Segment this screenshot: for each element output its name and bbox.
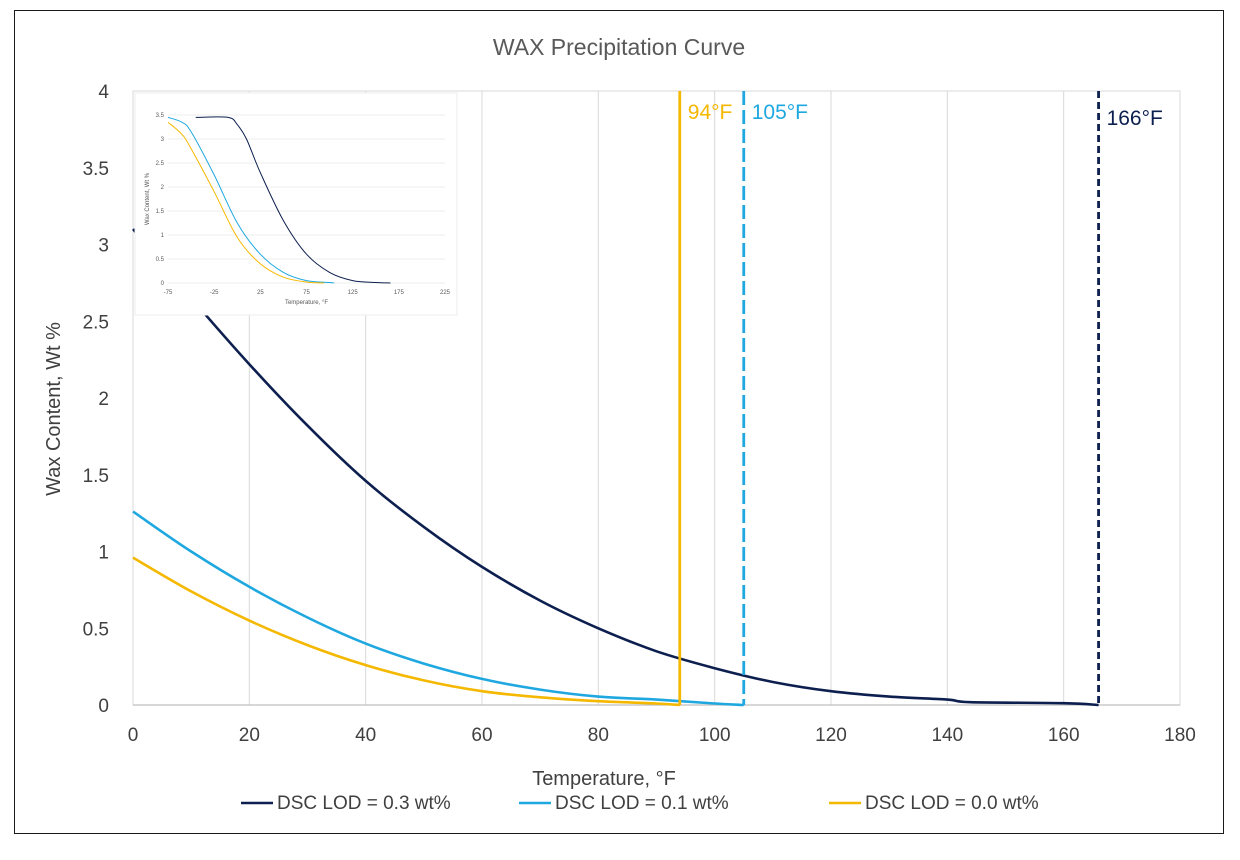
inset-x-tick-label: 175 [394,290,405,296]
inset-background [134,92,458,316]
inset-x-tick-label: 225 [440,290,451,296]
inset-y-tick-label: 2 [161,185,165,191]
inset-x-tick-label: 125 [348,290,359,296]
inset-y-tick-label: 1 [161,233,165,239]
inset-series-line-1 [195,116,391,284]
inset-y-tick-label: 0.5 [156,257,165,263]
inset-x-tick-label: 25 [257,290,264,296]
y-tick-label: 3 [98,236,109,257]
x-tick-label: 80 [588,725,609,746]
y-tick-label: 3.5 [83,159,109,180]
y-axis-label: Wax Content, Wt % [43,322,65,496]
y-axis-ticks: 0 0.5 1 1.5 2 2.5 3 3.5 4 [83,82,110,717]
inset-series-line-3 [167,121,325,284]
x-axis-ticks: 0 20 40 60 80 100 120 140 160 180 [128,725,1196,746]
y-tick-label: 2 [98,389,109,410]
threshold-markers: 94°F 105°F 166°F [678,91,1163,705]
legend-label-3: DSC LOD = 0.0 wt% [865,793,1039,814]
grid-lines [132,90,1181,706]
inset-x-tick-label: 75 [303,290,310,296]
wax-precipitation-chart: WAX Precipitation Curve 0 0.5 1 1.5 2 2.5 3 3.5… [43,34,1196,814]
x-tick-label: 100 [699,725,731,746]
chart-title: WAX Precipitation Curve [493,34,745,60]
series-line-1 [132,228,1099,707]
y-tick-label: 2.5 [83,312,109,333]
inset-series-line-2 [167,116,335,284]
y-tick-label: 1 [98,543,109,564]
threshold-label-1: 94°F [688,101,733,124]
x-tick-label: 20 [239,725,260,746]
series-lines [132,228,1099,707]
inset-x-axis-label: Temperature, °F [285,300,328,306]
x-tick-label: 0 [128,725,139,746]
inset-x-tick-label: -75 [164,290,173,296]
y-tick-label: 0.5 [83,619,109,640]
inset-y-tick-label: 3.5 [156,113,165,119]
inset-y-tick-label: 0 [161,281,165,287]
inset-y-tick-label: 1.5 [156,209,165,215]
legend: DSC LOD = 0.3 wt% DSC LOD = 0.1 wt% DSC LO… [241,793,1039,814]
x-tick-label: 160 [1048,725,1080,746]
inset-x-tick-label: -25 [210,290,219,296]
inset-chart: 0 0.5 1 1.5 2 2.5 3 3.5 -75 -25 25 75 125 175 225 Tempe… [134,92,458,316]
threshold-label-2: 105°F [752,101,808,124]
chart-frame: WAX Precipitation Curve 0 0.5 1 1.5 2 2.5 3 3.5… [14,10,1224,834]
inset-y-tick-label: 2.5 [156,161,165,167]
threshold-label-3: 166°F [1107,107,1163,130]
x-tick-label: 40 [355,725,376,746]
x-tick-label: 140 [931,725,963,746]
series-line-3 [132,556,680,707]
inset-y-tick-label: 3 [161,137,165,143]
series-line-2 [132,510,744,707]
x-tick-label: 60 [471,725,492,746]
legend-label-2: DSC LOD = 0.1 wt% [555,793,729,814]
x-axis-label: Temperature, °F [532,768,676,790]
x-tick-label: 120 [815,725,847,746]
x-tick-label: 180 [1164,725,1196,746]
y-tick-label: 1.5 [83,466,109,487]
inset-y-axis-label: Wax Content, Wt % [145,172,151,225]
legend-label-1: DSC LOD = 0.3 wt% [277,793,451,814]
y-tick-label: 0 [98,696,109,717]
y-tick-label: 4 [98,82,109,103]
